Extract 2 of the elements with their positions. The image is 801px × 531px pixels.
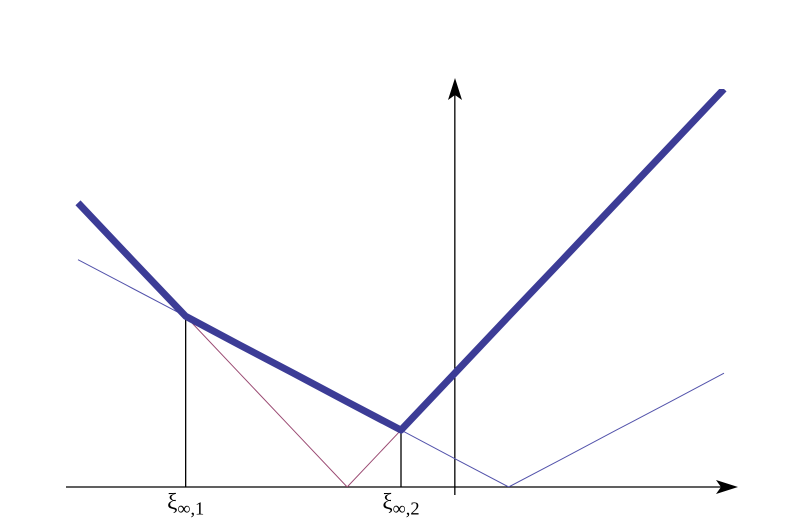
x-tick-label: ξ$_{∞,1}$ [167,489,204,521]
x-tick-label: ξ$_{∞,2}$ [382,489,420,521]
